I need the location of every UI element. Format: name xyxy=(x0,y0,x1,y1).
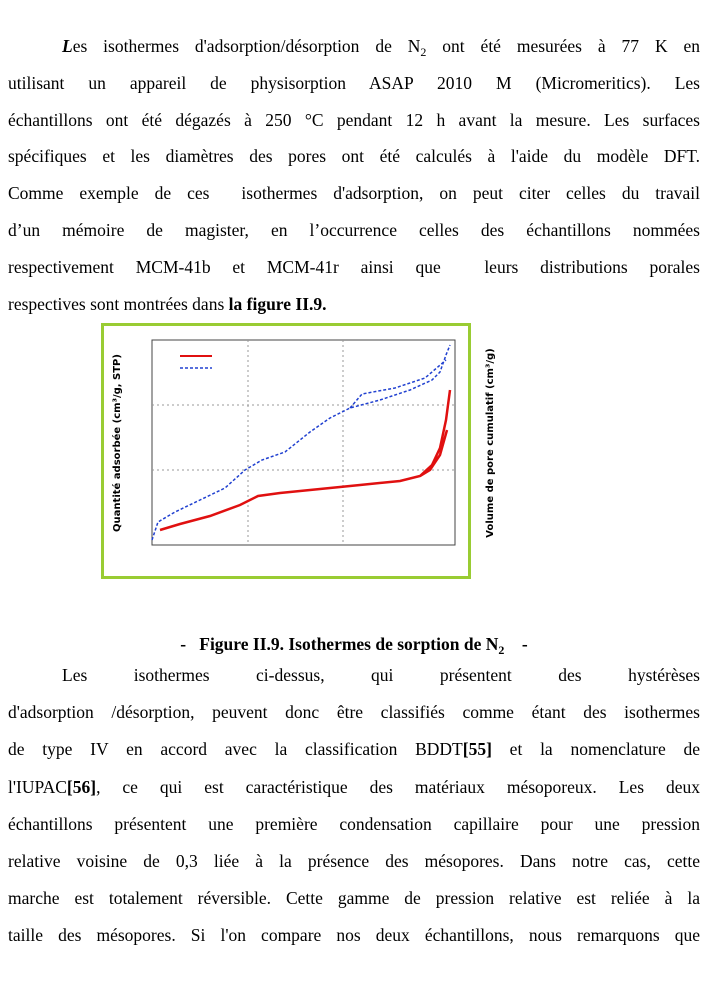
text-line: échantillons présentent une première con… xyxy=(8,813,700,835)
text-run: relative voisine de 0,3 liée à la présen… xyxy=(8,851,700,871)
text-run: [56] xyxy=(66,776,97,797)
text-run: - xyxy=(504,634,528,654)
text-run: 2 xyxy=(420,45,427,59)
text-line: Les isothermes d'adsorption/désorption d… xyxy=(62,35,700,63)
plot-area xyxy=(151,339,456,546)
text-line: d’un mémoire de magister, en l’occurrenc… xyxy=(8,219,700,241)
text-run: Comme exemple de ces isothermes d'adsorp… xyxy=(8,183,700,204)
text-run: échantillons ont été dégazés à 250 °C pe… xyxy=(8,109,700,130)
curve xyxy=(159,389,452,532)
text-run: d’un mémoire de magister, en l’occurrenc… xyxy=(8,220,700,240)
figure-caption: - Figure II.9. Isothermes de sorption de… xyxy=(0,634,708,658)
text-run: marche est totalement réversible. Cette … xyxy=(8,888,700,909)
y-axis-label: Quantité adsorbée (cm³/g, STP) xyxy=(111,354,123,532)
y2-axis-label: Volume de pore cumulatif (cm³/g) xyxy=(485,348,496,537)
text-run: l'IUPAC xyxy=(8,776,67,797)
text-run: respectives sont montrées dans xyxy=(8,293,229,314)
text-line: respectives sont montrées dans la figure… xyxy=(8,293,700,315)
text-line: échantillons ont été dégazés à 250 °C pe… xyxy=(8,109,700,131)
text-run: L xyxy=(62,36,73,56)
text-run: , ce qui est caractéristique des matéria… xyxy=(96,776,700,797)
text-run: [55] xyxy=(462,739,492,760)
figure-frame xyxy=(101,323,471,579)
text-run: - Figure II.9. Isothermes de sorption de… xyxy=(180,634,499,654)
text-run: spécifiques et les diamètres des pores o… xyxy=(8,146,700,167)
text-run: d'adsorption /désorption, peuvent donc ê… xyxy=(8,702,700,723)
text-line: spécifiques et les diamètres des pores o… xyxy=(8,145,700,167)
text-line: taille des mésopores. Si l'on compare no… xyxy=(8,924,700,946)
text-line: Comme exemple de ces isothermes d'adsorp… xyxy=(8,182,700,204)
text-line: respectivement MCM-41b et MCM-41r ainsi … xyxy=(8,256,700,278)
text-line: d'adsorption /désorption, peuvent donc ê… xyxy=(8,701,700,723)
curve xyxy=(151,344,451,541)
text-run: la figure II.9. xyxy=(228,293,327,314)
text-line: l'IUPAC[56], ce qui est caractéristique … xyxy=(8,776,700,798)
text-run: échantillons présentent une première con… xyxy=(8,813,700,834)
text-run: de type IV en accord avec la classificat… xyxy=(8,739,463,760)
figure: Quantité adsorbée (cm³/g, STP) Volume de… xyxy=(111,339,496,546)
text-run: ont été mesurées à 77 K en xyxy=(426,36,700,56)
text-run: 2 xyxy=(498,643,505,657)
grid xyxy=(152,340,455,545)
text-line: Les isothermes ci-dessus, qui présentent… xyxy=(62,664,700,686)
text-run: taille des mésopores. Si l'on compare no… xyxy=(8,925,700,946)
text-line: marche est totalement réversible. Cette … xyxy=(8,887,700,909)
text-line: utilisant un appareil de physisorption A… xyxy=(8,72,700,94)
text-run: et la nomenclature de xyxy=(491,739,700,760)
text-run: Les isothermes ci-dessus, qui présentent… xyxy=(62,665,700,685)
text-line: de type IV en accord avec la classificat… xyxy=(8,738,700,760)
text-run: es isothermes d'adsorption/désorption de… xyxy=(72,36,421,56)
text-line: relative voisine de 0,3 liée à la présen… xyxy=(8,850,700,872)
text-run: respectivement MCM-41b et MCM-41r ainsi … xyxy=(8,256,700,277)
text-run: utilisant un appareil de physisorption A… xyxy=(8,72,700,93)
